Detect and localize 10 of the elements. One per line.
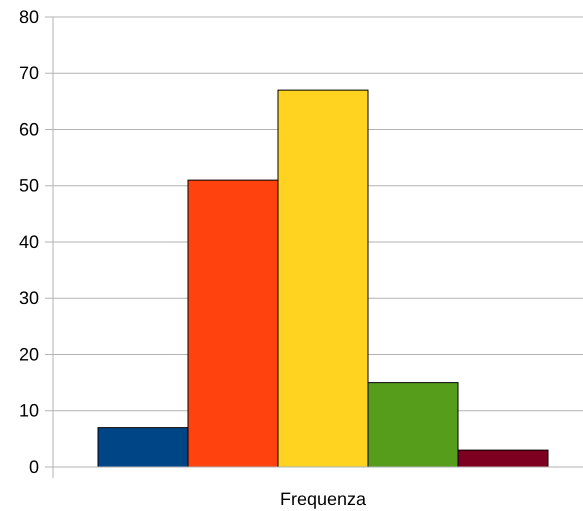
y-tick-label: 30 <box>18 288 39 308</box>
y-tick-label: 40 <box>18 232 39 252</box>
y-tick-label: 10 <box>18 400 39 421</box>
x-axis-title: Frequenza <box>280 489 368 509</box>
y-tick-label: 80 <box>18 6 39 27</box>
y-tick-label: 70 <box>18 63 39 84</box>
y-tick-label: 50 <box>18 176 39 196</box>
y-tick-label: 60 <box>18 119 39 140</box>
y-tick-label: 0 <box>28 456 39 477</box>
y-tick-label: 20 <box>18 344 39 364</box>
